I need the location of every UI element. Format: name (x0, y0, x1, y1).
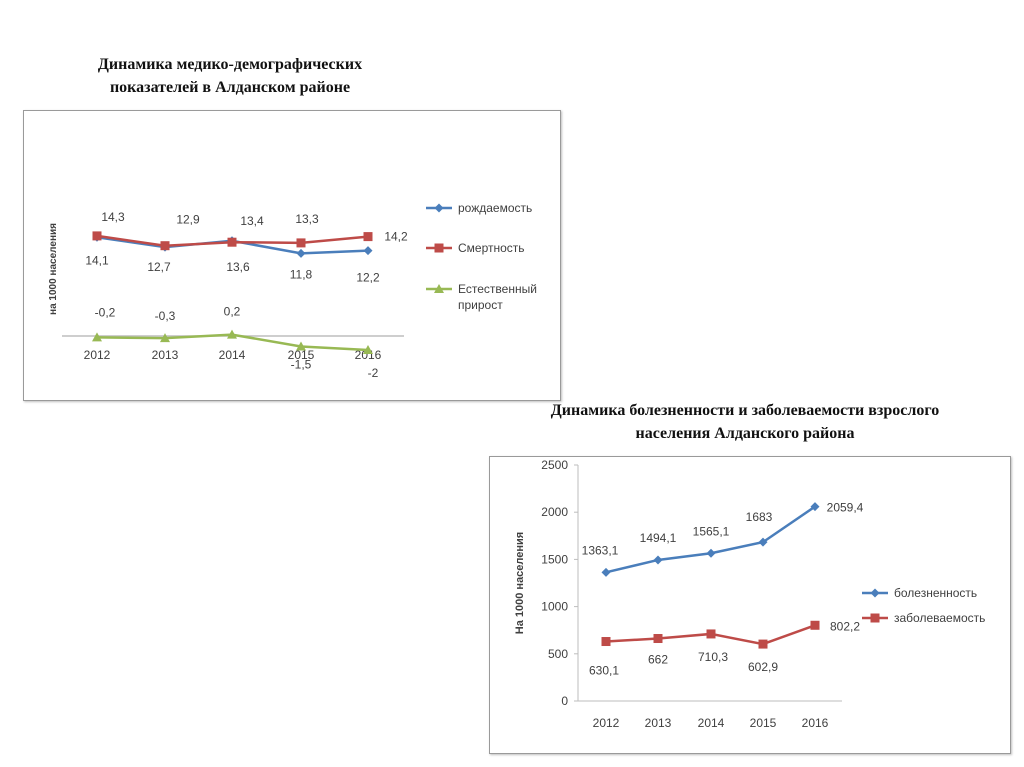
y-axis-label: На 1000 населения (514, 532, 526, 634)
morbidity-chart: На 1000 населения 0 500 1000 1500 2000 2500 201… (489, 456, 1011, 754)
legend-marker (870, 613, 880, 623)
data-point (758, 639, 768, 649)
x-tick-label: 2012 (84, 348, 111, 362)
data-point (92, 231, 102, 241)
legend-marker (870, 588, 880, 598)
data-point (601, 567, 611, 577)
data-point (227, 237, 237, 247)
chart1-title: Динамика медико-демографических показате… (40, 53, 420, 99)
data-point (296, 341, 306, 351)
data-label: 1683 (746, 510, 773, 524)
data-point (363, 246, 373, 256)
data-label: 2059,4 (827, 501, 864, 515)
legend-label: заболеваемость (894, 611, 985, 625)
data-point (653, 555, 663, 565)
legend-label: рождаемость (458, 201, 532, 215)
data-label: 1494,1 (640, 531, 677, 545)
x-tick-label: 2013 (152, 348, 179, 362)
x-tick-label: 2012 (593, 716, 620, 730)
data-point (706, 548, 716, 558)
data-point (810, 620, 820, 630)
legend-label: прирост (458, 298, 503, 312)
data-label: 13,3 (295, 212, 319, 226)
data-label: 0,2 (224, 305, 241, 319)
data-label: 14,3 (101, 210, 125, 224)
y-tick-label: 1000 (541, 600, 568, 614)
legend-marker (434, 243, 444, 253)
data-point (296, 238, 306, 248)
data-label: 12,9 (176, 213, 200, 227)
data-label: 13,4 (240, 214, 264, 228)
data-label: 12,2 (356, 271, 380, 285)
chart1-title-line2: показателей в Алданском районе (109, 79, 351, 96)
series-line-0 (605, 505, 816, 574)
data-point (653, 634, 663, 644)
legend-label: Смертность (458, 241, 525, 255)
data-label: -1,5 (291, 358, 312, 372)
y-tick-label: 0 (561, 694, 568, 708)
data-label: 630,1 (589, 664, 619, 678)
y-tick-label: 2500 (541, 458, 568, 472)
legend-label: Естественный (458, 282, 537, 296)
data-label: 1363,1 (582, 543, 619, 557)
data-label: -0,3 (155, 309, 176, 323)
data-label: 14,1 (85, 253, 109, 267)
data-label: 602,9 (748, 660, 778, 674)
data-label: 14,2 (384, 230, 408, 244)
y-tick-label: 500 (548, 647, 568, 661)
data-label: -0,2 (95, 305, 116, 319)
demographics-chart-svg: на 1000 населения 2012 2013 2014 2015 2016 14,… (48, 201, 537, 380)
x-tick-label: 2014 (219, 348, 246, 362)
data-label: 710,3 (698, 650, 728, 664)
data-label: 13,6 (226, 260, 250, 274)
data-point (363, 345, 373, 354)
x-tick-label: 2014 (698, 716, 725, 730)
data-point (706, 629, 716, 639)
data-point (227, 329, 237, 339)
x-tick-label: 2015 (288, 348, 315, 362)
data-label: 11,8 (290, 267, 313, 281)
legend-marker (434, 203, 444, 213)
legend-marker (434, 284, 444, 293)
y-tick-label: 2000 (541, 505, 568, 519)
data-label: 1565,1 (693, 524, 730, 538)
chart1-title-line1: Динамика медико-демографических (97, 56, 363, 73)
x-tick-label: 2015 (750, 716, 777, 730)
chart2-title: Динамика болезненности и заболеваемости … (495, 399, 995, 445)
data-point (810, 502, 820, 512)
data-label: 802,2 (830, 619, 860, 633)
data-point (296, 248, 306, 258)
data-point (92, 332, 102, 342)
data-point (363, 232, 373, 242)
chart2-title-line2: населения Алданского района (635, 425, 855, 442)
demographics-chart: на 1000 населения 2012 2013 2014 2015 2016 14,… (23, 110, 561, 401)
legend-label: болезненность (894, 586, 977, 600)
data-label: 662 (648, 653, 668, 667)
data-label: -2 (368, 366, 379, 380)
data-point (160, 333, 170, 343)
morbidity-chart-svg: На 1000 населения 0 500 1000 1500 2000 2500 201… (514, 458, 985, 730)
data-point (758, 537, 768, 547)
data-label: 12,7 (147, 260, 171, 274)
x-tick-label: 2013 (645, 716, 672, 730)
y-axis-label: на 1000 населения (48, 223, 59, 315)
x-tick-label: 2016 (802, 716, 829, 730)
chart2-title-line1: Динамика болезненности и заболеваемости … (550, 402, 940, 419)
data-point (160, 241, 170, 251)
x-tick-label: 2016 (355, 348, 382, 362)
data-point (601, 637, 611, 647)
y-tick-label: 1500 (541, 552, 568, 566)
